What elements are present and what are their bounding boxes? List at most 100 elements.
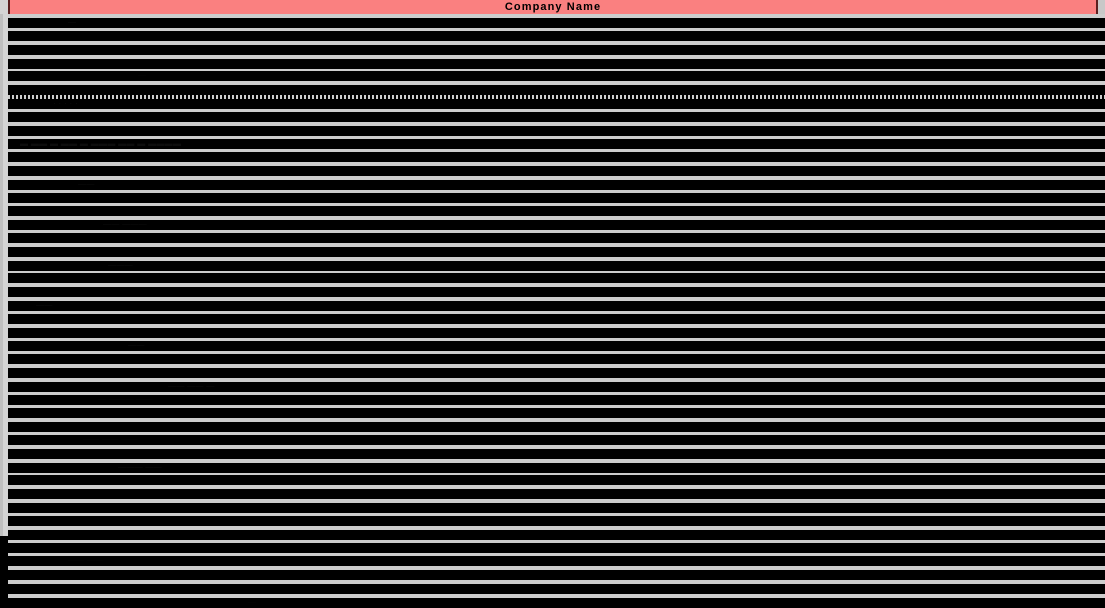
row-text: ▬ ▬▬ ▬ ▬▬ ▬ ▬▬▬ ▬▬ ▬ ▬▬▬▬	[20, 139, 182, 148]
text-row	[8, 233, 1105, 244]
row-separator	[8, 283, 1105, 288]
text-row	[8, 126, 1105, 137]
title-bar-left-edge	[8, 0, 10, 14]
text-row: —— ——	[8, 556, 1105, 567]
row-separator	[8, 310, 1105, 315]
row-separator	[8, 499, 1105, 503]
text-row	[8, 152, 1105, 163]
text-row: ▬ ▬▬ ▬ ▬▬ ▬ ▬▬▬ ▬▬ ▬ ▬▬▬▬	[8, 138, 1105, 149]
text-row: ——	[8, 340, 1105, 351]
row-separator	[8, 122, 1105, 127]
text-row	[8, 328, 1105, 339]
row-separator	[8, 148, 1105, 153]
row-separator	[8, 136, 1105, 139]
row-separator	[8, 203, 1105, 207]
text-row: —— —— ——	[8, 435, 1105, 446]
row-separator	[8, 431, 1105, 436]
document-title-bar: Company Name	[8, 0, 1098, 14]
text-row	[8, 516, 1105, 527]
text-row	[8, 542, 1105, 553]
row-separator	[8, 378, 1105, 382]
row-text: ——	[128, 341, 145, 350]
row-text: —— ——	[68, 557, 104, 566]
text-row	[8, 449, 1105, 460]
row-separator	[8, 350, 1105, 355]
page-title: Company Name	[504, 1, 602, 13]
row-separator	[8, 459, 1105, 463]
text-row	[8, 273, 1105, 284]
text-row: —	[8, 17, 1105, 28]
row-separator	[8, 364, 1105, 369]
text-row	[8, 421, 1105, 432]
text-row	[8, 502, 1105, 513]
row-separator	[8, 526, 1105, 531]
row-text: —	[68, 18, 77, 27]
left-gutter	[0, 0, 8, 536]
row-text: · · · · ·	[53, 99, 78, 108]
text-row	[8, 193, 1105, 204]
row-text: ——	[78, 180, 95, 189]
text-row	[8, 31, 1105, 42]
text-row: · · · · ·	[8, 98, 1105, 109]
row-separator	[8, 472, 1105, 476]
text-row: ———	[8, 260, 1105, 271]
text-row: —— —— —	[8, 381, 1105, 392]
row-text: —— —— ——	[83, 436, 138, 445]
row-separator	[8, 68, 1105, 72]
row-separator	[8, 81, 1105, 86]
text-row	[8, 570, 1105, 581]
text-row: —	[8, 71, 1105, 82]
row-separator	[8, 176, 1105, 180]
row-separator	[8, 324, 1105, 329]
text-row: ——	[8, 179, 1105, 190]
text-row: — ——— ——	[8, 395, 1105, 406]
row-separator	[8, 162, 1105, 167]
row-text: —— —— —	[168, 382, 215, 391]
text-row	[8, 354, 1105, 365]
row-separator	[8, 257, 1105, 261]
row-separator	[8, 229, 1105, 234]
row-separator	[8, 445, 1105, 450]
row-separator	[8, 108, 1105, 113]
row-text: — ——— ——	[98, 396, 153, 405]
row-separator	[8, 270, 1105, 274]
row-separator	[8, 27, 1105, 32]
row-separator	[8, 297, 1105, 301]
row-text: ——	[36, 301, 53, 310]
text-row: —	[8, 597, 1105, 608]
row-separator	[8, 41, 1105, 46]
row-separator	[8, 243, 1105, 248]
row-text: ——— ——	[118, 463, 163, 472]
title-bar-right-edge	[1096, 0, 1098, 14]
row-separator	[8, 189, 1105, 194]
row-text: —	[188, 46, 197, 55]
text-row	[8, 314, 1105, 325]
row-separator	[8, 391, 1105, 396]
text-row	[8, 85, 1105, 96]
text-row: —— ———	[8, 219, 1105, 230]
row-separator	[8, 512, 1105, 517]
document-body-rows: — — — · · · · · ▬ ▬▬ ▬ ▬▬ ▬ ▬▬▬ ▬▬ ▬ ▬▬▬▬ —— —…	[8, 14, 1105, 608]
row-separator	[8, 55, 1105, 59]
row-separator	[8, 338, 1105, 341]
text-row	[8, 166, 1105, 177]
text-row: —	[8, 45, 1105, 56]
text-row	[8, 287, 1105, 298]
title-bar-right-cap	[1098, 0, 1105, 14]
text-row	[8, 475, 1105, 486]
text-row	[8, 206, 1105, 217]
row-separator	[8, 485, 1105, 490]
row-separator	[8, 405, 1105, 409]
row-text: ———	[108, 261, 133, 270]
text-row	[8, 58, 1105, 69]
text-row	[8, 112, 1105, 123]
scroll-track[interactable]	[0, 14, 3, 536]
row-separator	[8, 14, 1105, 18]
row-separator-dotted	[8, 95, 1105, 99]
row-separator	[8, 418, 1105, 422]
text-row	[8, 530, 1105, 541]
row-text: —	[138, 72, 147, 81]
text-row: ——— ——	[8, 462, 1105, 473]
text-row	[8, 368, 1105, 379]
row-text: —— ———	[103, 220, 148, 229]
